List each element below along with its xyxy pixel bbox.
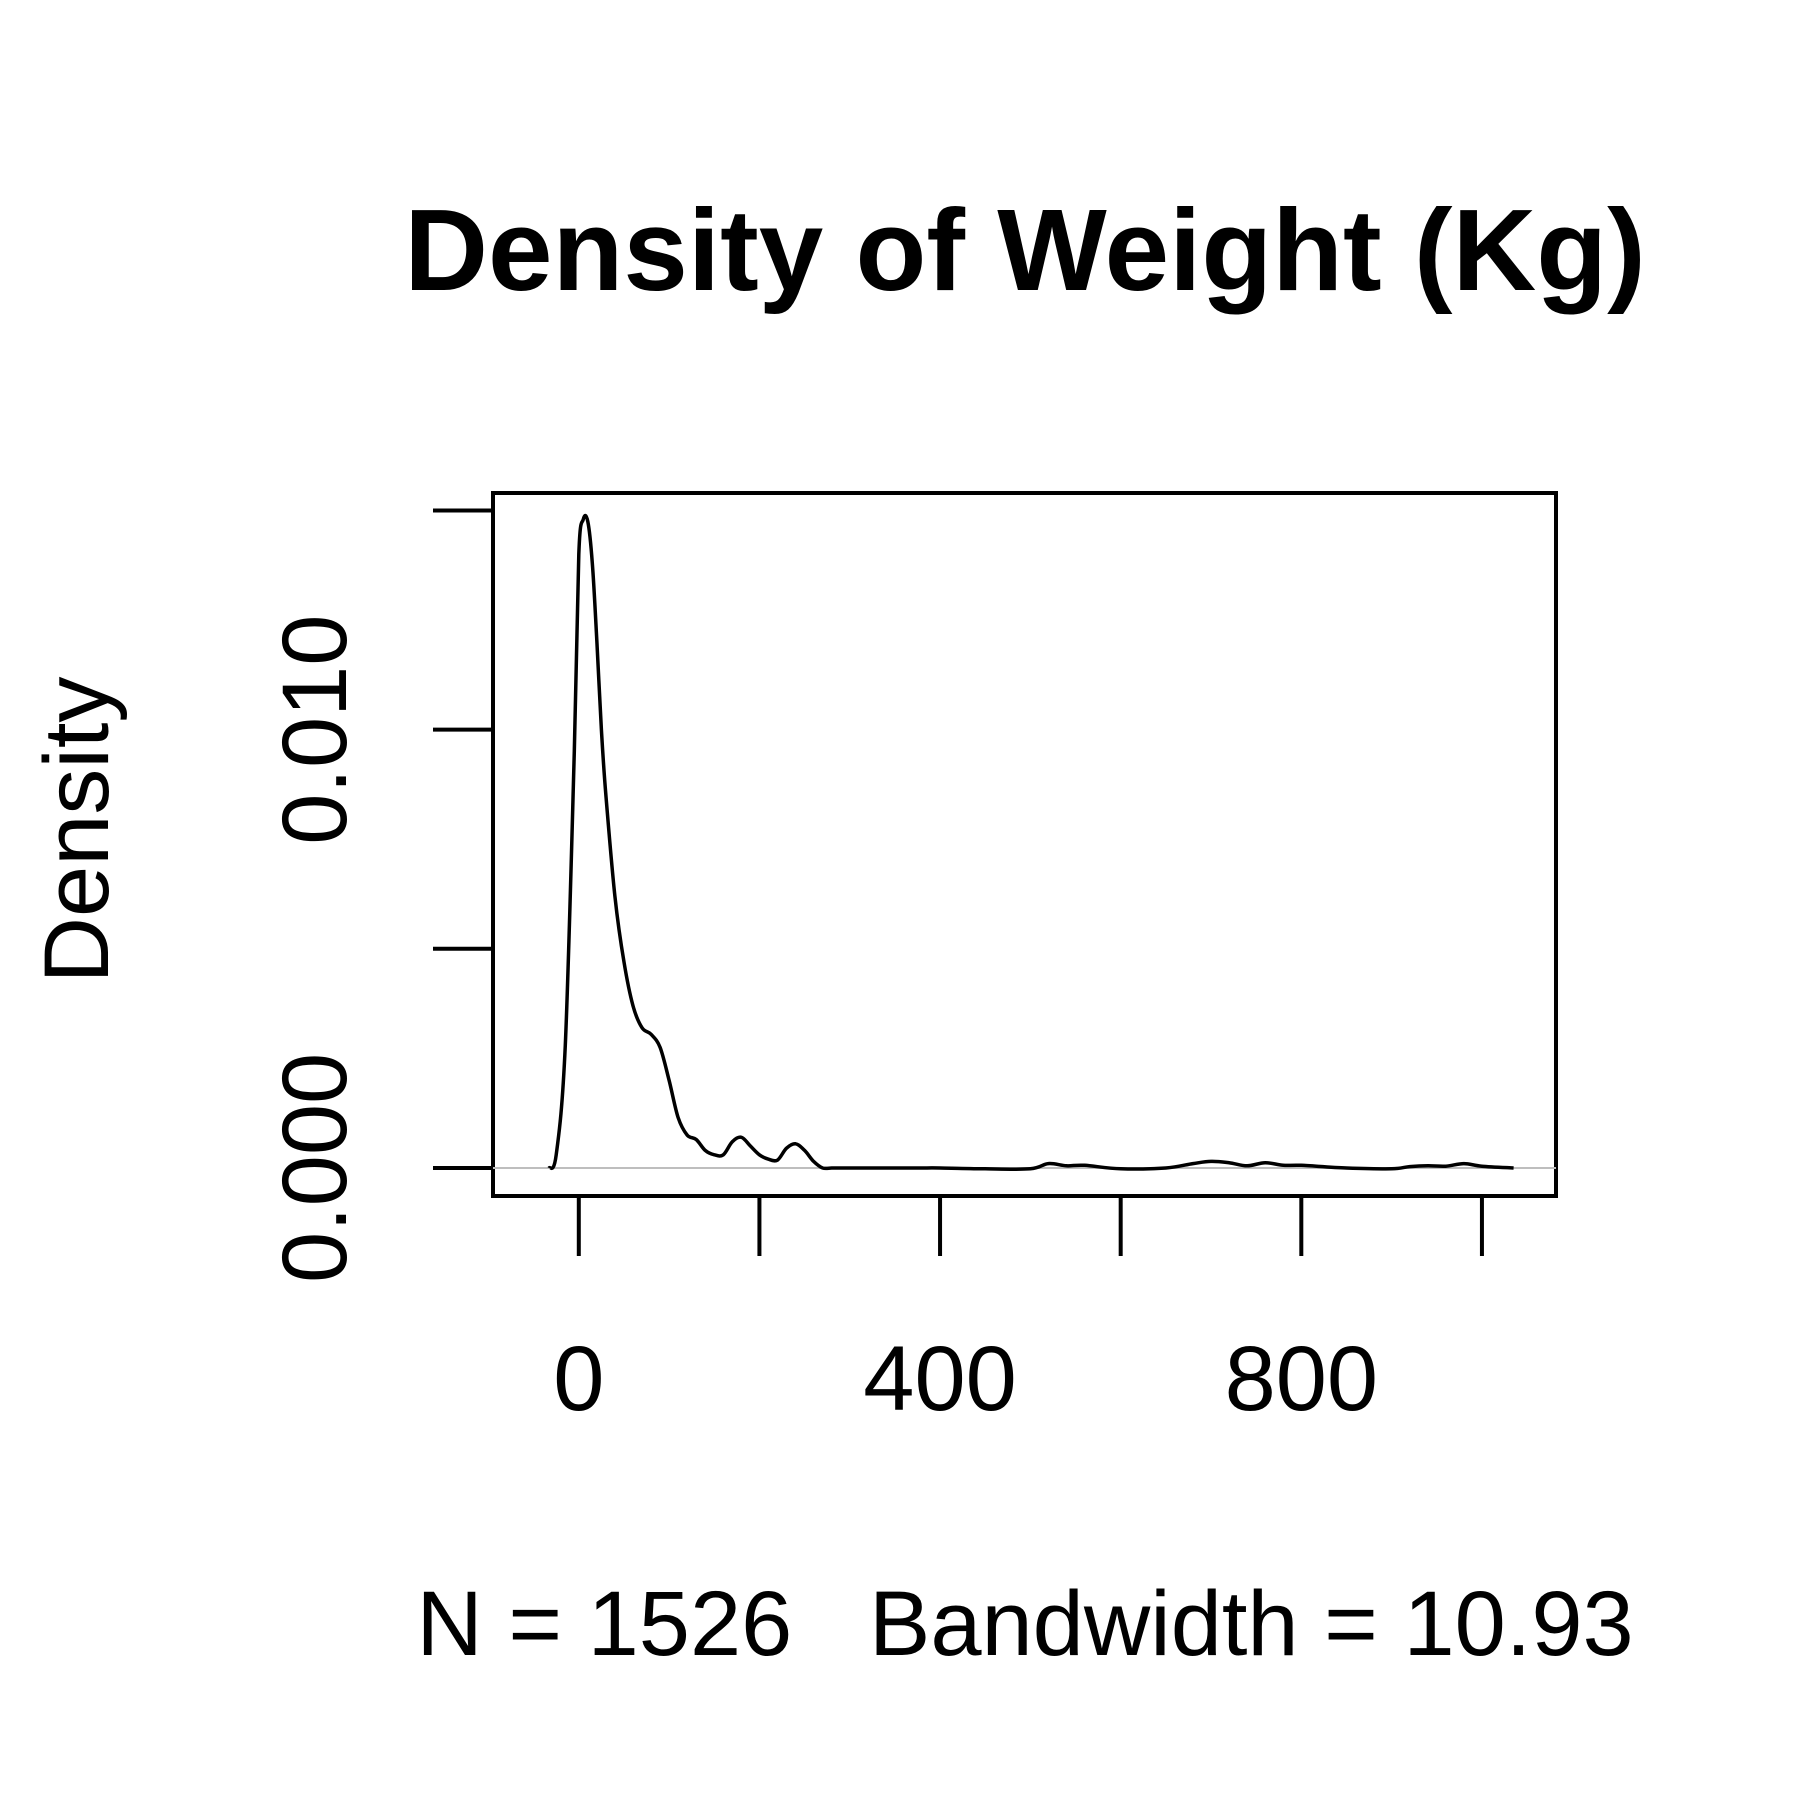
plot-area: 0 400 800 0.000 0.010 [264, 491, 1558, 1430]
x-tick-label: 400 [863, 1328, 1017, 1430]
x-tick-label: 0 [553, 1328, 604, 1430]
plot-frame [491, 491, 1558, 1198]
y-tick-label: 0.010 [264, 615, 366, 845]
y-axis-label: Density [26, 677, 128, 984]
y-tick-label: 0.000 [264, 1053, 366, 1283]
x-axis-label: N = 1526 Bandwidth = 10.93 [416, 1573, 1633, 1675]
density-curve [547, 513, 1514, 1171]
x-tick-label: 800 [1225, 1328, 1379, 1430]
chart-title: Density of Weight (Kg) [404, 185, 1646, 315]
